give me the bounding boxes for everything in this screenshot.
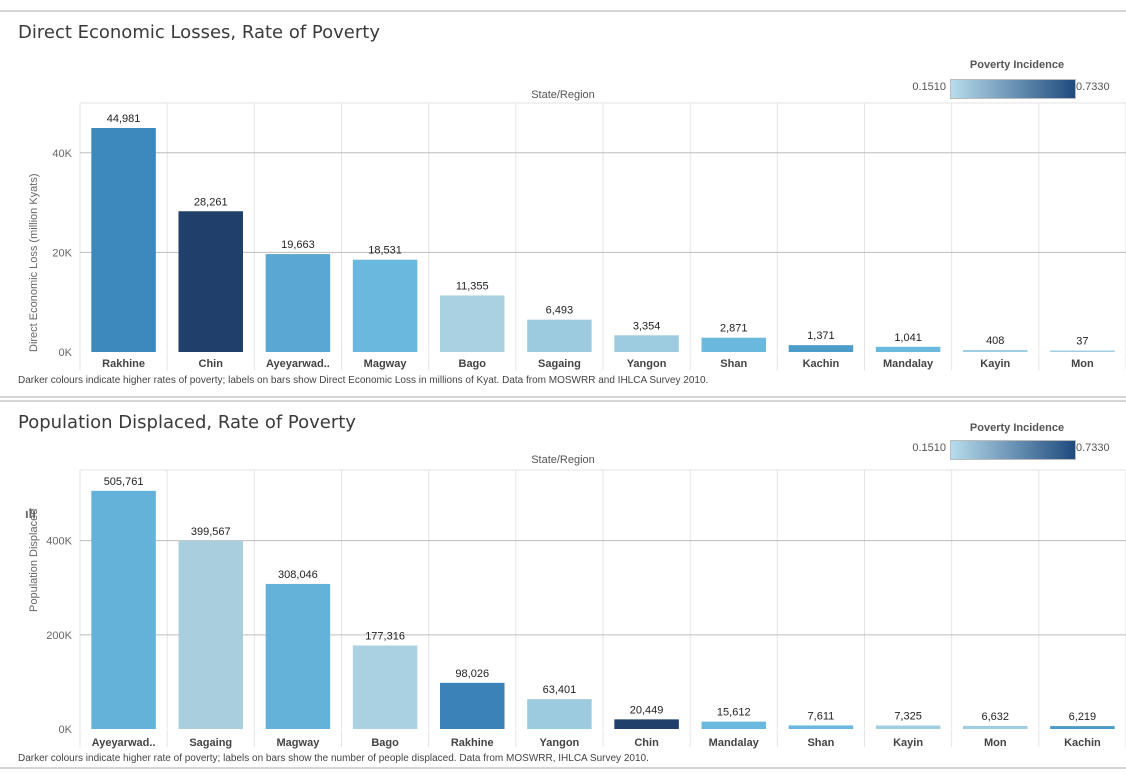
data-label: 6,632 xyxy=(981,711,1009,723)
bar[interactable] xyxy=(875,346,941,352)
data-label: 44,981 xyxy=(107,113,141,125)
category-label: Sagaing xyxy=(538,358,581,370)
data-label: 20,449 xyxy=(630,704,664,716)
bar[interactable] xyxy=(527,319,592,352)
data-label: 19,663 xyxy=(281,239,315,251)
category-label: Rakhine xyxy=(451,737,494,749)
panel-title: Population Displaced, Rate of Poverty xyxy=(18,412,356,433)
bar[interactable] xyxy=(439,682,505,729)
y-tick-label: 20K xyxy=(52,247,72,259)
category-label: Kayin xyxy=(980,358,1010,370)
category-label: Shan xyxy=(720,358,747,370)
poverty-color-scale xyxy=(950,79,1076,99)
bar[interactable] xyxy=(962,725,1028,729)
legend-max-label: 0.7330 xyxy=(1076,442,1110,454)
category-label: Mandalay xyxy=(709,737,760,749)
data-label: 15,612 xyxy=(717,707,751,719)
population-displaced-bar-chart: 0K 200K 400K 505,761 Ayeyarwad.. 399,567 Sagai… xyxy=(46,469,1126,749)
bar[interactable] xyxy=(352,259,418,352)
category-label: Shan xyxy=(807,737,834,749)
legend-title: Poverty Incidence xyxy=(969,422,1065,434)
category-label: Yangon xyxy=(540,737,580,749)
y-tick-label: 400K xyxy=(46,536,72,548)
category-label: Bago xyxy=(459,358,487,370)
data-label: 7,325 xyxy=(894,711,922,723)
bar[interactable] xyxy=(701,337,767,352)
category-label: Kayin xyxy=(893,737,923,749)
y-tick-label: 40K xyxy=(52,148,72,160)
data-label: 308,046 xyxy=(278,569,318,581)
category-label: Kachin xyxy=(803,358,840,370)
category-label: Mandalay xyxy=(883,358,934,370)
category-label: Magway xyxy=(364,358,408,370)
data-label: 7,611 xyxy=(808,710,835,722)
population-displaced-panel: Population Displaced, Rate of Poverty Po… xyxy=(0,400,1126,769)
legend-title: Poverty Incidence xyxy=(969,59,1065,71)
bar-chart-icon[interactable]: ılı xyxy=(25,506,36,521)
data-label: 2,871 xyxy=(720,323,748,335)
category-label: Mon xyxy=(984,737,1007,749)
data-label: 505,761 xyxy=(104,476,144,488)
category-label: Bago xyxy=(371,737,399,749)
category-label: Ayeyarwad.. xyxy=(92,737,156,749)
bar[interactable] xyxy=(527,699,592,729)
panel-title: Direct Economic Losses, Rate of Poverty xyxy=(18,22,380,43)
data-label: 1,371 xyxy=(807,330,835,342)
category-label: Mon xyxy=(1071,358,1094,370)
bar[interactable] xyxy=(962,349,1028,352)
data-label: 1,041 xyxy=(894,332,922,344)
bar[interactable] xyxy=(178,540,244,729)
category-label: Sagaing xyxy=(189,737,232,749)
bar[interactable] xyxy=(614,719,679,729)
category-label: Chin xyxy=(634,737,659,749)
data-label: 177,316 xyxy=(365,631,405,643)
category-label: Magway xyxy=(277,737,321,749)
bar[interactable] xyxy=(265,254,331,352)
legend-min-label: 0.1510 xyxy=(912,442,946,454)
bar[interactable] xyxy=(91,127,156,352)
bar[interactable] xyxy=(788,725,854,729)
bar[interactable] xyxy=(1050,726,1115,729)
data-label: 3,354 xyxy=(633,320,661,332)
category-label: Yangon xyxy=(627,358,667,370)
data-label: 11,355 xyxy=(456,280,489,292)
category-label: Rakhine xyxy=(102,358,145,370)
category-label: Chin xyxy=(199,358,224,370)
data-label: 28,261 xyxy=(194,196,228,208)
data-label: 63,401 xyxy=(543,684,577,696)
data-label: 6,219 xyxy=(1069,711,1097,723)
footnote: Darker colours indicate higher rate of p… xyxy=(18,753,649,764)
data-label: 408 xyxy=(986,335,1004,347)
legend-min-label: 0.1510 xyxy=(912,81,946,93)
data-label: 399,567 xyxy=(191,526,231,538)
bar[interactable] xyxy=(91,490,156,729)
y-tick-label: 0K xyxy=(59,347,73,359)
y-tick-label: 200K xyxy=(46,630,72,642)
category-label: Kachin xyxy=(1064,737,1101,749)
economic-loss-bar-chart: 0K 20K 40K 44,981 Rakhine 28,261 Chin 19,663 Aye… xyxy=(52,102,1126,370)
data-label: 18,531 xyxy=(368,245,402,257)
legend-max-label: 0.7330 xyxy=(1076,81,1110,93)
bar[interactable] xyxy=(352,645,418,729)
data-label: 37 xyxy=(1076,336,1088,348)
data-label: 98,026 xyxy=(455,668,489,680)
economic-loss-panel: Direct Economic Losses, Rate of Poverty … xyxy=(0,10,1126,398)
bar[interactable] xyxy=(265,583,331,729)
bar[interactable] xyxy=(788,345,854,352)
category-label: Ayeyarwad.. xyxy=(266,358,330,370)
y-tick-label: 0K xyxy=(59,724,73,736)
bar[interactable] xyxy=(1050,350,1115,353)
data-label: 6,493 xyxy=(546,305,574,317)
poverty-color-scale xyxy=(950,440,1076,460)
bar[interactable] xyxy=(614,335,679,352)
bar[interactable] xyxy=(701,721,767,729)
bar[interactable] xyxy=(875,725,941,729)
bar[interactable] xyxy=(439,295,505,352)
footnote: Darker colours indicate higher rates of … xyxy=(18,375,709,386)
bar[interactable] xyxy=(178,211,244,352)
